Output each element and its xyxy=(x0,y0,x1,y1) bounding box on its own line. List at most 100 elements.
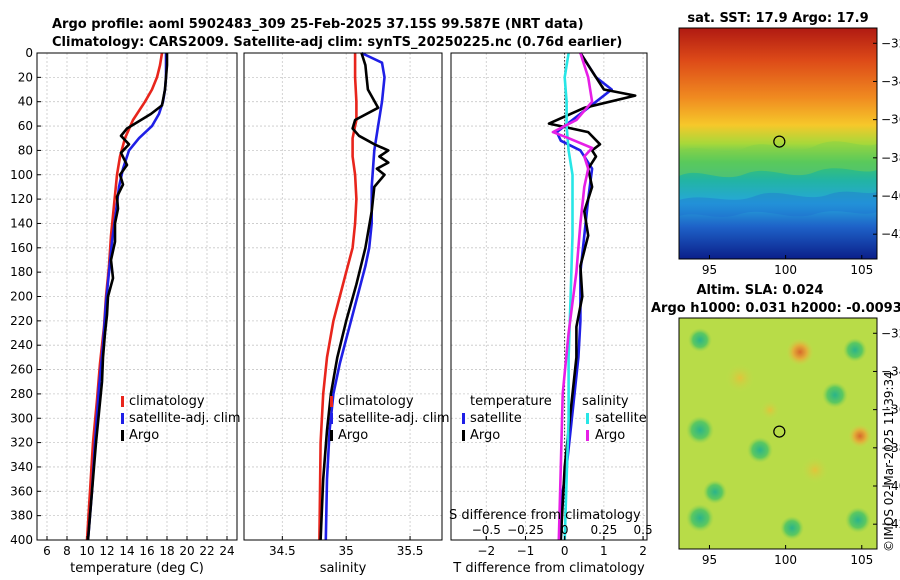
series-line-climatology xyxy=(318,53,358,541)
legend-title-temperature: temperature xyxy=(470,394,552,409)
legend-label-temp-satellite: satellite xyxy=(470,411,522,426)
x-tick-label: 10 xyxy=(79,544,94,558)
figure-title-line1: Argo profile: aoml 5902483_309 25-Feb-20… xyxy=(52,17,584,32)
y-tick-label: 180 xyxy=(10,265,33,279)
x-tick-label: 0 xyxy=(561,544,569,558)
map-y-tick-label: −32 xyxy=(881,36,900,50)
x-tick-label: 8 xyxy=(63,544,71,558)
y-tick-label: 120 xyxy=(10,192,33,206)
series-line-temperature-argo xyxy=(547,52,637,541)
legend-swatch-climatology xyxy=(330,396,333,407)
legend-swatch-satellite xyxy=(121,413,124,424)
secondary-tick-label: −0.25 xyxy=(507,523,544,537)
legend-swatch-temp-satellite xyxy=(462,413,465,424)
sst-map-title: sat. SST: 17.9 Argo: 17.9 xyxy=(687,11,868,26)
y-tick-label: 80 xyxy=(18,143,33,157)
temperature-legend: climatology satellite-adj. clim Argo xyxy=(121,394,241,443)
map-x-tick-label: 95 xyxy=(702,553,717,567)
legend-swatch-climatology xyxy=(121,396,124,407)
x-tick-label: 22 xyxy=(199,544,214,558)
y-tick-label: 320 xyxy=(10,436,33,450)
x-tick-label: 18 xyxy=(159,544,174,558)
sst-front xyxy=(679,141,877,178)
x-tick-label: 35 xyxy=(339,544,354,558)
map-x-tick-label: 105 xyxy=(850,553,873,567)
series-line-argo xyxy=(86,53,169,541)
y-tick-label: 60 xyxy=(18,119,33,133)
x-tick-label: 34.5 xyxy=(269,544,296,558)
y-tick-label: 240 xyxy=(10,338,33,352)
map-y-tick-label: −38 xyxy=(881,441,900,455)
map-y-tick-label: −32 xyxy=(881,326,900,340)
timestamp-label: ©IMOS 02-Mar-2025 11:39:34 xyxy=(882,371,896,552)
legend-swatch-argo xyxy=(330,430,333,441)
secondary-axis-label: S difference from climatology xyxy=(449,508,641,523)
legend-label-sal-satellite: satellite xyxy=(595,411,647,426)
map-y-tick-label: −40 xyxy=(881,479,900,493)
legend-swatch-sal-argo xyxy=(586,430,589,441)
y-tick-label: 360 xyxy=(10,484,33,498)
secondary-tick-label: 0.25 xyxy=(591,523,618,537)
secondary-axis-ticks: −0.5 −0.25 0 0.25 0.5 xyxy=(472,523,653,540)
map-y-tick-label: −34 xyxy=(881,364,900,378)
map-y-tick-label: −42 xyxy=(881,517,900,531)
sla-map-title2: Argo h1000: 0.031 h2000: -0.0093 xyxy=(651,301,900,316)
sst-field xyxy=(679,28,877,259)
x-tick-label: 14 xyxy=(119,544,134,558)
sla-map-axes: 95 100 105 −32 −34 −36 −38 −40 −42 xyxy=(702,326,900,567)
legend-label-climatology: climatology xyxy=(129,394,205,409)
secondary-tick-label: 0 xyxy=(561,523,569,537)
map-x-tick-label: 100 xyxy=(774,263,797,277)
secondary-tick-label: 0.5 xyxy=(634,523,653,537)
sla-map-panel: Altim. SLA: 0.024 Argo h1000: 0.031 h200… xyxy=(651,283,900,567)
sla-eddies xyxy=(686,328,872,540)
x-axis-label: temperature (deg C) xyxy=(70,561,204,576)
x-axis-label: T difference from climatology xyxy=(452,561,645,576)
salinity-panel: 34.5 35 35.5 salinity xyxy=(243,51,443,576)
series-line-salinity-argo xyxy=(551,52,594,541)
legend-title-salinity: salinity xyxy=(582,394,629,409)
map-y-tick-label: −40 xyxy=(881,189,900,203)
sst-map-frame xyxy=(678,27,878,260)
sla-map-frame xyxy=(678,317,878,550)
difference-legend: temperature salinity satellite Argo sate… xyxy=(462,394,647,443)
legend-label-satellite: satellite-adj. clim xyxy=(338,411,450,426)
map-x-tick-label: 95 xyxy=(702,263,717,277)
y-tick-label: 200 xyxy=(10,290,33,304)
map-x-tick-label: 100 xyxy=(774,553,797,567)
sst-map-axes: 95 100 105 −32 −34 −36 −38 −40 −42 xyxy=(702,36,900,277)
x-tick-label: −2 xyxy=(477,544,495,558)
x-tick-label: 20 xyxy=(179,544,194,558)
x-tick-label: 1 xyxy=(600,544,608,558)
y-tick-label: 140 xyxy=(10,216,33,230)
x-tick-label: 16 xyxy=(139,544,154,558)
map-y-tick-label: −42 xyxy=(881,227,900,241)
y-tick-label: 0 xyxy=(25,46,33,60)
x-tick-label: −1 xyxy=(517,544,535,558)
y-tick-label: 260 xyxy=(10,363,33,377)
legend-label-temp-argo: Argo xyxy=(470,428,500,443)
x-tick-label: 24 xyxy=(219,544,234,558)
legend-swatch-sal-satellite xyxy=(586,413,589,424)
y-tick-label: 40 xyxy=(18,95,33,109)
axes-frame xyxy=(450,52,648,541)
series-line-salinity-satellite xyxy=(563,52,574,541)
sla-argo-marker xyxy=(773,425,786,438)
legend-label-argo: Argo xyxy=(338,428,368,443)
map-y-tick-label: −34 xyxy=(881,74,900,88)
figure-title-line2: Climatology: CARS2009. Satellite-adj cli… xyxy=(52,35,622,50)
legend-label-sal-argo: Argo xyxy=(595,428,625,443)
map-y-tick-label: −36 xyxy=(881,113,900,127)
axes-frame xyxy=(243,52,443,541)
legend-label-argo: Argo xyxy=(129,428,159,443)
x-tick-label: 2 xyxy=(639,544,647,558)
x-tick-label: 6 xyxy=(43,544,51,558)
y-tick-label: 20 xyxy=(18,70,33,84)
y-tick-label: 100 xyxy=(10,168,33,182)
y-tick-label: 380 xyxy=(10,509,33,523)
legend-label-satellite: satellite-adj. clim xyxy=(129,411,241,426)
temperature-panel: 6 8 10 12 14 16 18 20 22 24 temperature (deg C) 0 20… xyxy=(10,46,238,576)
sst-map-panel: sat. SST: 17.9 Argo: 17.9 95 100 105 −32 −34… xyxy=(678,11,900,277)
y-tick-label: 220 xyxy=(10,314,33,328)
salinity-legend: climatology satellite-adj. clim Argo xyxy=(330,394,450,443)
